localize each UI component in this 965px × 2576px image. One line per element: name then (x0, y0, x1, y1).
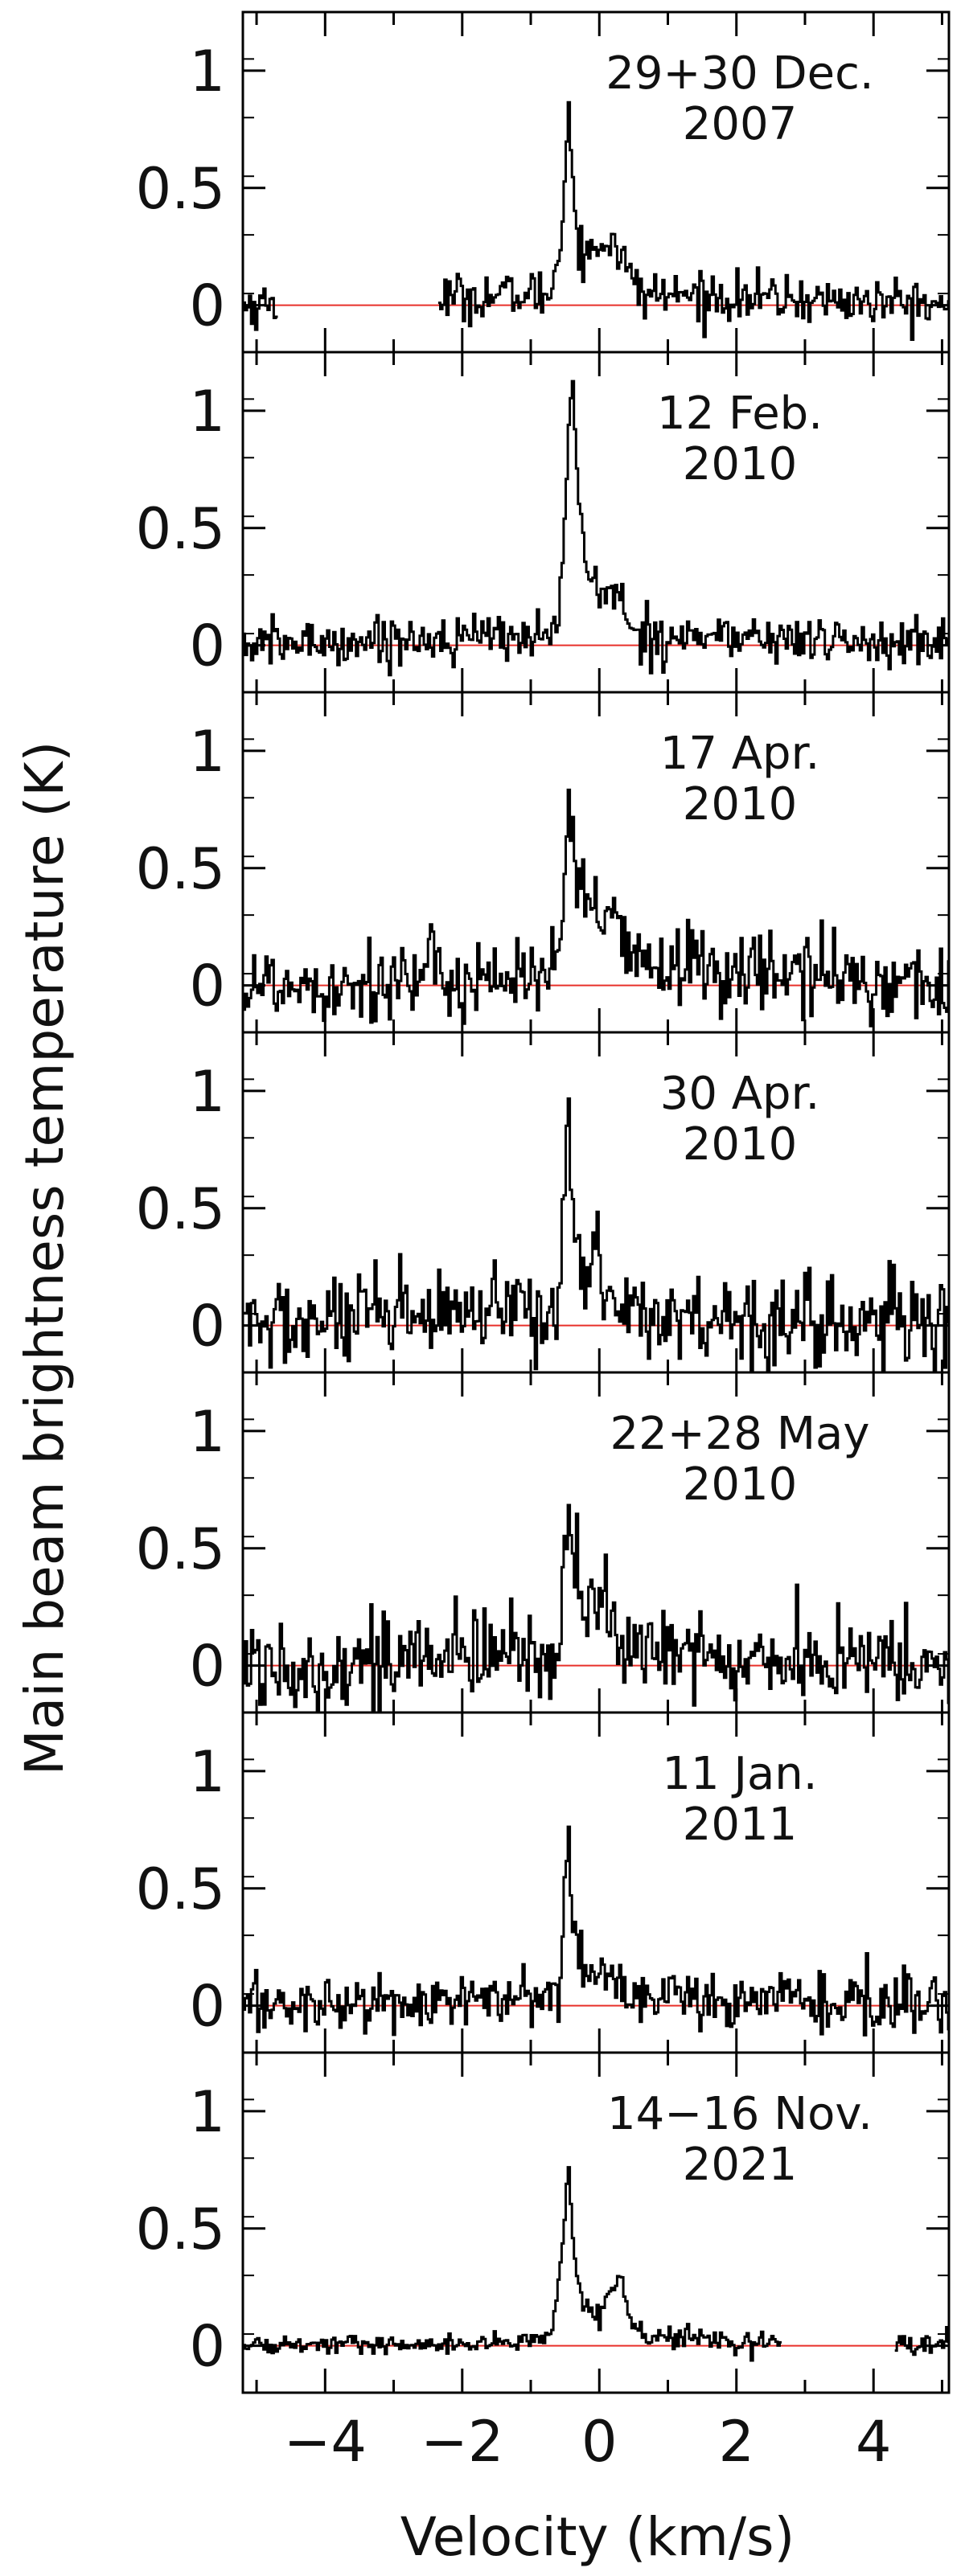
spectrum-line (243, 2166, 950, 2362)
y-tick-label: 0.5 (136, 1516, 225, 1582)
y-tick-label: 1 (189, 1059, 225, 1125)
spectrum-line (243, 100, 950, 341)
x-tick-label: 0 (581, 2409, 618, 2475)
panel-year-label: 2007 (683, 98, 798, 150)
panel-year-label: 2021 (683, 2139, 798, 2191)
y-tick-label: 0.5 (136, 496, 225, 562)
y-tick-label: 0 (189, 954, 225, 1019)
y-tick-label: 0.5 (136, 2197, 225, 2262)
panel-year-label: 2010 (683, 1118, 798, 1171)
x-axis: −4 −2 0 2 4 (284, 2409, 892, 2475)
panel-date-label: 22+28 May (610, 1408, 869, 1460)
panel-date-label: 14−16 Nov. (607, 2088, 873, 2140)
panel-date-label: 11 Jan. (662, 1748, 817, 1800)
y-tick-label: 1 (189, 379, 225, 445)
y-tick-label: 0 (189, 2314, 225, 2380)
panel-6: 0 0.5 1 11 Jan.2011 (136, 1711, 951, 2054)
x-tick-label: −4 (284, 2409, 367, 2475)
y-tick-label: 0 (189, 1974, 225, 2040)
panel-date-label: 17 Apr. (660, 728, 820, 780)
y-tick-label: 0.5 (136, 836, 225, 902)
y-tick-label: 0.5 (136, 1176, 225, 1242)
y-tick-label: 1 (189, 1739, 225, 1805)
y-tick-label: 0 (189, 1634, 225, 1700)
x-axis-title: Velocity (km/s) (400, 2506, 795, 2568)
x-tick-label: −2 (421, 2409, 503, 2475)
spectrum-line (243, 1503, 950, 1712)
y-tick-label: 0 (189, 273, 225, 339)
panel-year-label: 2010 (683, 778, 798, 831)
spectrum-line (243, 1097, 950, 1372)
panel-7: 0 0.5 1 14−16 Nov.2021 (136, 2051, 951, 2394)
spectrum-line (243, 788, 950, 1028)
x-tick-label: 4 (856, 2409, 892, 2475)
panel-year-label: 2010 (683, 1458, 798, 1511)
y-tick-label: 0.5 (136, 1856, 225, 1922)
panel-date-label: 29+30 Dec. (606, 47, 873, 100)
spectrum-line (243, 379, 950, 677)
y-tick-label: 0 (189, 1294, 225, 1360)
y-tick-label: 0.5 (136, 156, 225, 222)
panel-4: 0 0.5 1 30 Apr.2010 (136, 1031, 951, 1374)
panel-date-label: 30 Apr. (660, 1068, 820, 1120)
panel-frame (241, 2051, 951, 2394)
y-axis-title: Main beam brightness temperature (K) (14, 741, 76, 1776)
panel-year-label: 2011 (683, 1799, 798, 1851)
panel-date-label: 12 Feb. (657, 388, 823, 440)
panel-3: 0 0.5 1 17 Apr.2010 (136, 691, 951, 1034)
y-tick-label: 1 (189, 39, 225, 105)
panel-1: 0 0.5 1 29+30 Dec.2007 (136, 10, 951, 354)
y-tick-label: 1 (189, 1399, 225, 1465)
x-tick-label: 2 (718, 2409, 754, 2475)
panel-year-label: 2010 (683, 438, 798, 490)
y-tick-label: 1 (189, 2079, 225, 2145)
spectrum-line (243, 1825, 950, 2037)
y-tick-label: 1 (189, 719, 225, 785)
y-tick-label: 0 (189, 613, 225, 679)
panel-2: 0 0.5 1 12 Feb.2010 (136, 351, 951, 694)
